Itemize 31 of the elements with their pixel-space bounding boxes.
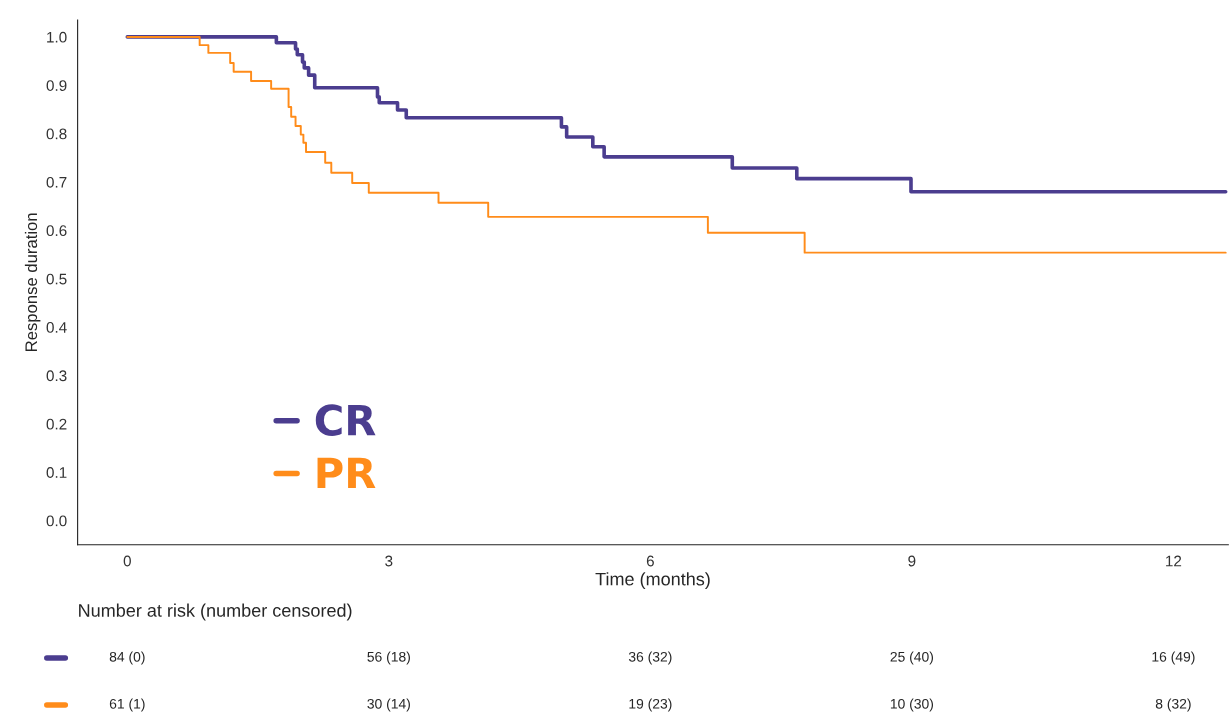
- x-tick-label: 6: [646, 555, 654, 567]
- y-tick-label: 0.2: [46, 418, 67, 430]
- y-tick-label: 0.5: [46, 273, 67, 285]
- legend-label: CR: [315, 404, 376, 436]
- y-tick-label: 0.4: [46, 321, 67, 333]
- y-tick-label: 0.3: [46, 370, 67, 382]
- y-tick-label: 0.8: [46, 128, 67, 140]
- text: 36 (32): [628, 651, 672, 665]
- text: 16 (49): [1152, 651, 1195, 665]
- text: 30 (14): [367, 698, 410, 712]
- x-tick-label: 3: [385, 555, 393, 567]
- y-tick-label: 0.9: [46, 80, 67, 91]
- text: 10 (30): [890, 698, 934, 712]
- y-tick-label: 0.0: [46, 515, 67, 527]
- y-tick-label: 0.7: [46, 176, 67, 188]
- y-tick-label: 0.1: [46, 467, 67, 478]
- text: Number at risk (number censored): [79, 603, 352, 621]
- text: 84 (0): [109, 651, 145, 665]
- x-tick-label: 9: [908, 555, 916, 567]
- text: 61 (1): [109, 698, 145, 712]
- text: 56 (18): [367, 651, 410, 665]
- x-axis-title: Time (months): [595, 572, 710, 590]
- x-tick-label: 12: [1166, 555, 1182, 567]
- x-tick-label: 0: [123, 555, 131, 567]
- y-axis-title: Response duration: [24, 213, 41, 351]
- y-tick-label: 1.0: [47, 31, 67, 43]
- text: 8 (32): [1155, 698, 1191, 712]
- legend-label: PR: [317, 457, 376, 489]
- text: 19 (23): [629, 698, 672, 712]
- text: 25 (40): [890, 651, 934, 665]
- y-tick-label: 0.6: [46, 225, 67, 237]
